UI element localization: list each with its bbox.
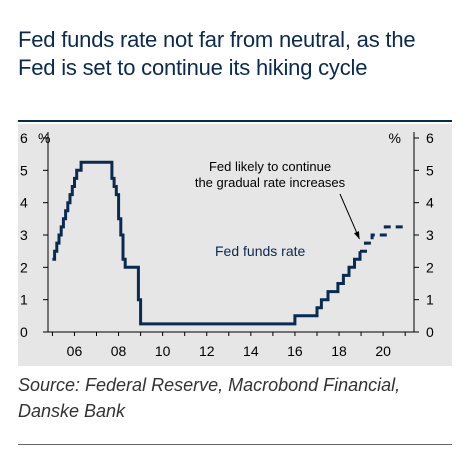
x-tick-label: 10 [155,343,171,359]
y-tick-label-right: 0 [426,324,434,340]
source-note: Source: Federal Reserve, Macrobond Finan… [18,375,401,421]
y-unit-left: % [38,130,50,146]
x-tick-label: 14 [243,343,259,359]
y-unit-right: % [389,130,401,146]
x-tick-label: 06 [67,343,83,359]
title-divider [18,120,452,122]
y-tick-label-left: 1 [20,292,28,308]
y-tick-label-right: 5 [426,162,434,178]
bottom-divider [18,444,452,445]
x-tick-label: 08 [111,343,127,359]
annotation-arrow [339,193,360,240]
annotation-arrowhead [353,231,360,240]
x-tick-label: 20 [375,343,391,359]
y-tick-label-right: 2 [426,259,434,275]
series-line-forecast [360,225,408,253]
y-tick-label-left: 3 [20,227,28,243]
series-line-actual [52,160,362,326]
series-group [52,160,408,326]
y-tick-label-right: 3 [426,227,434,243]
y-tick-label-left: 5 [20,162,28,178]
series-label: Fed funds rate [215,243,305,259]
annotation-text: Fed likely to continue [209,159,331,174]
fed-funds-chart: 0 01 12 23 34 45 56 6% %06 08 10 12 14 16 18 20 Fed fun… [20,130,434,359]
x-tick-label: 18 [331,343,347,359]
y-tick-label-right: 4 [426,195,434,211]
chart-panel: 0 0 1 1 2 2 3 3 4 4 5 5 6 6%% 06 08 10 12 14 16 18 20 Fed fun… [18,124,452,366]
annotation-text: the gradual rate increases [195,175,346,190]
chart-title: Fed funds rate not far from neutral, as … [18,27,416,80]
axes-group: 0 01 12 23 34 45 56 6% %06 08 10 12 14 16 18 20 [20,130,434,359]
x-tick-label: 16 [287,343,303,359]
y-tick-label-left: 4 [20,195,28,211]
annotation-group: Fed funds rate Fed likely to continuethe … [195,159,360,259]
y-tick-label-right: 6 [426,130,434,146]
y-tick-label-right: 1 [426,292,434,308]
x-tick-label: 12 [199,343,215,359]
y-tick-label-left: 2 [20,259,28,275]
y-tick-label-left: 0 [20,324,28,340]
y-tick-label-left: 6 [20,130,28,146]
